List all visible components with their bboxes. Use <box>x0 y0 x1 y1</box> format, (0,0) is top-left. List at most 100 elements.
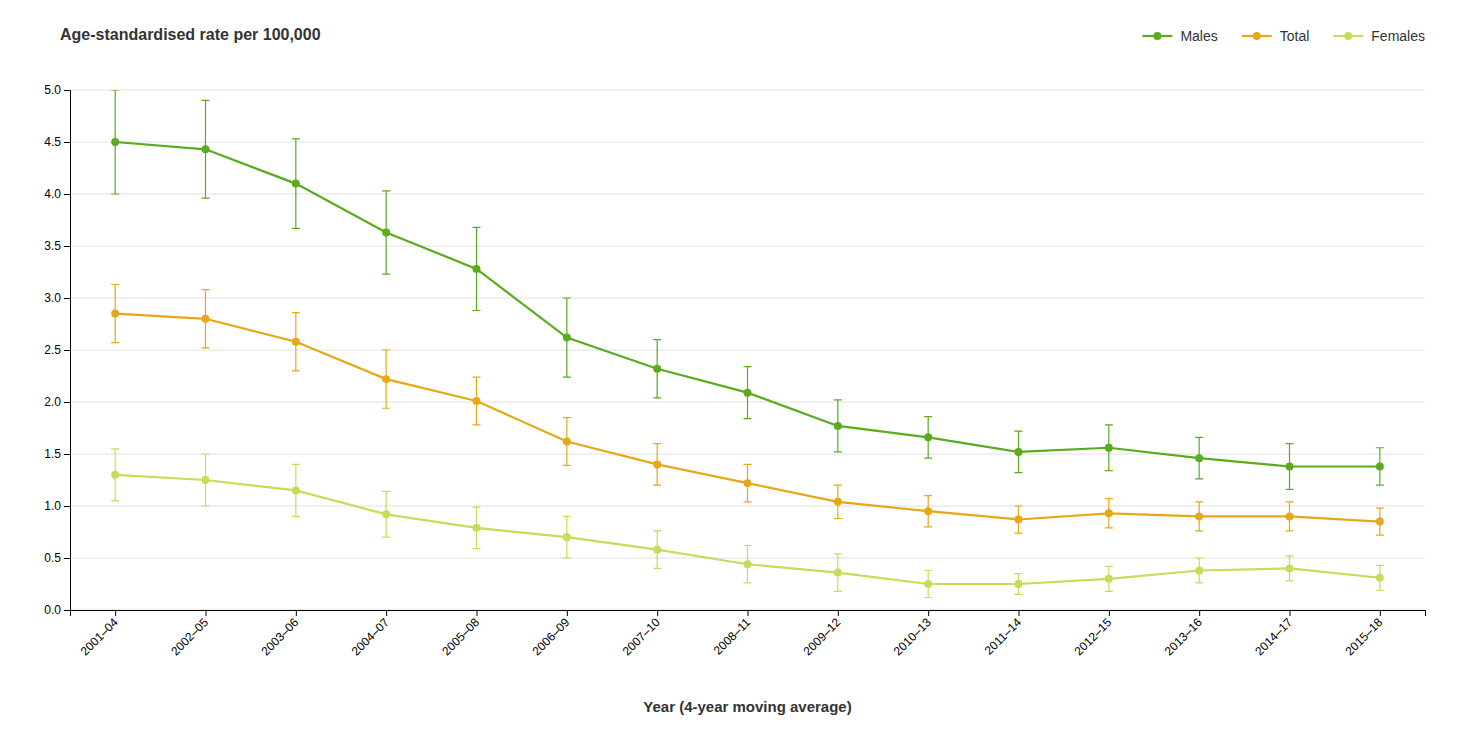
point <box>202 145 210 153</box>
point <box>1195 566 1203 574</box>
marks <box>111 90 1384 598</box>
x-tick: 2005–08 <box>439 610 482 658</box>
x-tick: 2010–13 <box>891 610 934 658</box>
error-bar <box>202 100 210 198</box>
y-tick-mark <box>64 506 70 507</box>
x-tick-label: 2006–09 <box>529 615 572 658</box>
legend-item: Males <box>1142 28 1217 44</box>
y-tick-mark <box>64 610 70 611</box>
y-tick-label: 3.0 <box>44 291 61 305</box>
point <box>1286 512 1294 520</box>
y-tick: 2.5 <box>44 343 70 357</box>
y-axis-line <box>64 91 71 611</box>
point <box>292 180 300 188</box>
legend-item: Females <box>1333 28 1425 44</box>
x-tick-label: 2004–07 <box>349 615 392 658</box>
x-tick-mark <box>1019 610 1020 616</box>
error-bar <box>292 464 300 516</box>
y-tick-mark <box>64 558 70 559</box>
x-tick-mark <box>748 610 749 616</box>
error-bar <box>1376 448 1384 485</box>
plot: 0.00.51.01.52.02.53.03.54.04.55.02001–04… <box>44 83 1425 658</box>
y-tick-label: 0.5 <box>44 551 61 565</box>
y-tick-mark <box>64 194 70 195</box>
x-tick-label: 2012–15 <box>1071 615 1114 658</box>
y-tick-label: 3.5 <box>44 239 61 253</box>
y-tick: 3.5 <box>44 239 70 253</box>
y-tick-mark <box>64 454 70 455</box>
y-tick-label: 4.5 <box>44 135 61 149</box>
x-tick: 2013–16 <box>1162 610 1205 658</box>
error-bar <box>1286 444 1294 490</box>
legend-marker <box>1344 32 1352 40</box>
x-tick-mark <box>1380 610 1381 616</box>
point <box>382 510 390 518</box>
grid <box>70 90 1425 610</box>
point <box>382 375 390 383</box>
error-bar <box>111 90 119 194</box>
y-tick-label: 1.0 <box>44 499 61 513</box>
error-bar <box>1015 506 1023 533</box>
error-bar <box>1105 425 1113 471</box>
error-bar <box>653 531 661 568</box>
error-bar <box>111 449 119 501</box>
point <box>202 315 210 323</box>
point <box>292 486 300 494</box>
error-bar <box>1195 437 1203 479</box>
legend-marker <box>1253 32 1261 40</box>
x-tick-label: 2010–13 <box>891 615 934 658</box>
error-bar <box>834 554 842 591</box>
x-tick: 2009–12 <box>800 610 843 658</box>
y-tick: 0.0 <box>44 603 70 617</box>
point <box>1376 574 1384 582</box>
x-tick-mark <box>206 610 207 616</box>
error-bar <box>473 377 481 425</box>
point <box>1195 512 1203 520</box>
point <box>111 471 119 479</box>
point <box>292 338 300 346</box>
x-tick-label: 2011–14 <box>982 615 1025 658</box>
y-tick-label: 5.0 <box>44 83 61 97</box>
point <box>1376 462 1384 470</box>
grid-line <box>70 350 1425 351</box>
x-tick-label: 2002–05 <box>168 615 211 658</box>
chart: 0.00.51.01.52.02.53.03.54.04.55.02001–04… <box>0 0 1465 730</box>
x-tick: 2001–04 <box>78 610 121 658</box>
error-bar <box>1286 556 1294 581</box>
point <box>1015 580 1023 588</box>
point <box>563 533 571 541</box>
x-tick-mark <box>1290 610 1291 616</box>
error-bar <box>1015 431 1023 473</box>
point <box>473 397 481 405</box>
y-tick: 0.5 <box>44 551 70 565</box>
error-bar <box>563 418 571 466</box>
error-bar <box>563 516 571 558</box>
error-bar <box>744 464 752 501</box>
point <box>111 138 119 146</box>
point <box>653 365 661 373</box>
y-tick-label: 4.0 <box>44 187 61 201</box>
error-bar <box>924 496 932 527</box>
line <box>115 475 1380 584</box>
legend-label: Total <box>1280 28 1310 44</box>
point <box>473 265 481 273</box>
error-bar <box>744 367 752 419</box>
error-bar <box>834 485 842 518</box>
y-tick: 2.0 <box>44 395 70 409</box>
x-tick-mark <box>477 610 478 616</box>
x-axis: 2001–042002–052003–062004–072005–082006–… <box>71 610 1426 658</box>
y-tick: 4.5 <box>44 135 70 149</box>
x-tick-mark <box>1199 610 1200 616</box>
legend-label: Males <box>1180 28 1217 44</box>
point <box>563 438 571 446</box>
grid-line <box>70 298 1425 299</box>
error-bar <box>382 350 390 408</box>
x-tick: 2007–10 <box>620 610 663 658</box>
error-bar <box>292 139 300 228</box>
x-tick-mark <box>296 610 297 616</box>
point <box>834 498 842 506</box>
x-axis-title: Year (4-year moving average) <box>643 698 851 715</box>
x-tick-label: 2015–18 <box>1342 615 1385 658</box>
point <box>1286 564 1294 572</box>
error-bar <box>1195 502 1203 531</box>
